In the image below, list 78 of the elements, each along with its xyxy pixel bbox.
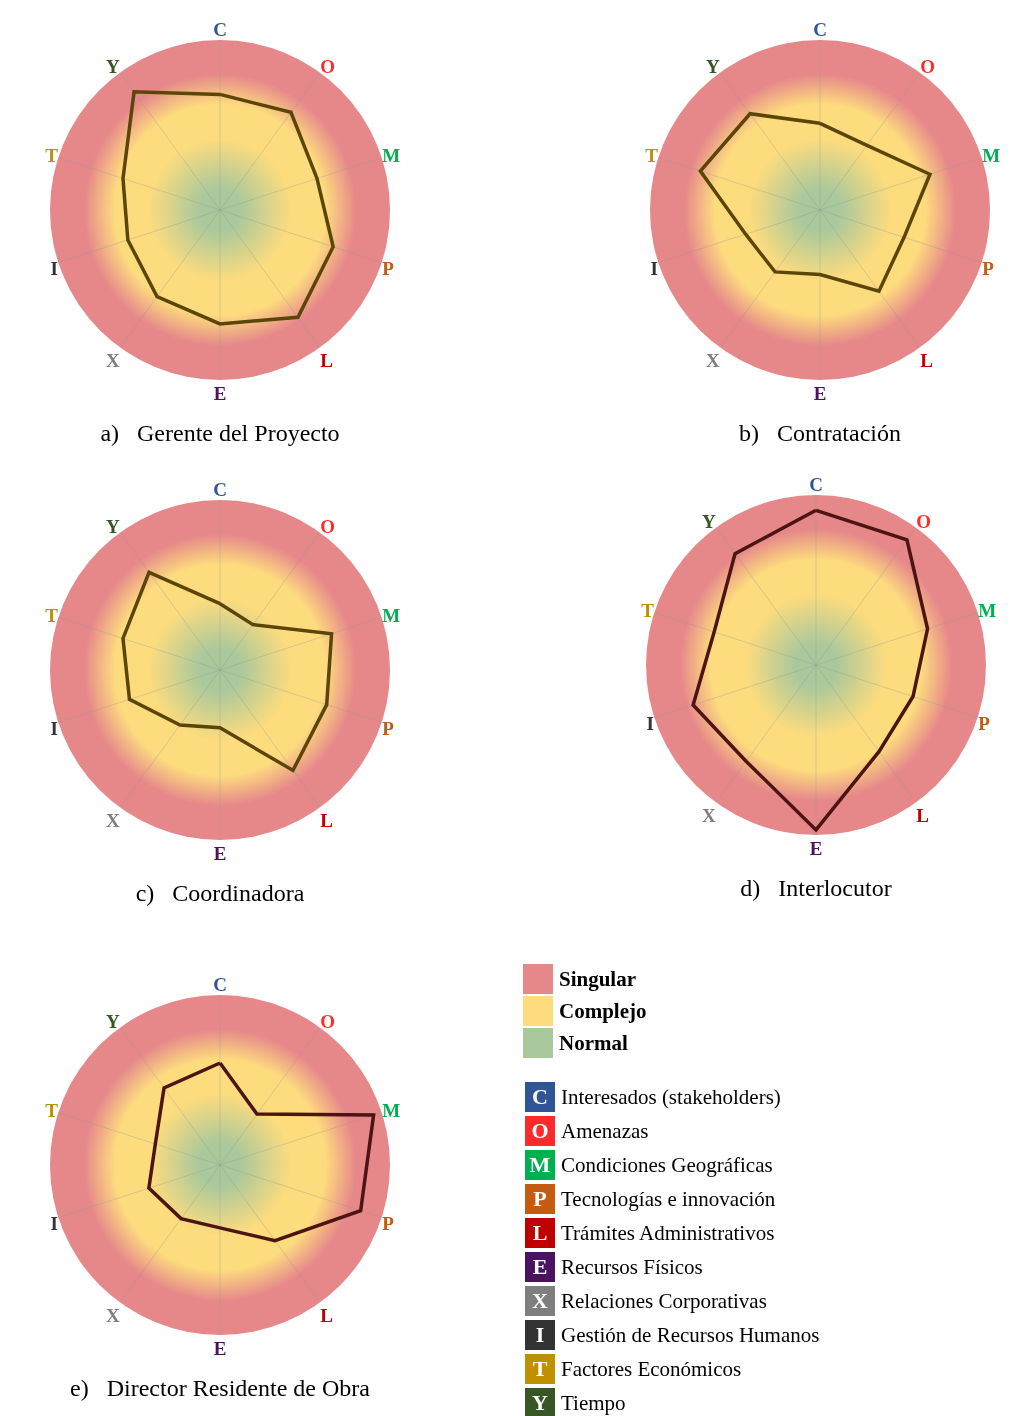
text: Amenazas	[561, 1118, 649, 1144]
spoke-label: E	[213, 1337, 227, 1359]
spoke-label: I	[50, 717, 58, 739]
text: Condiciones Geográficas	[561, 1152, 773, 1178]
category-label: X	[525, 1286, 555, 1316]
spoke-label: T	[45, 1100, 59, 1122]
spoke-label: Y	[106, 515, 121, 537]
spoke-label: T	[45, 605, 59, 627]
spoke-label: M	[382, 145, 401, 167]
category-label: Complejo	[559, 998, 647, 1024]
text: Trámites Administrativos	[561, 1220, 775, 1246]
category-label: O	[525, 1116, 555, 1146]
spoke-label: E	[813, 382, 827, 404]
text: c) Coordinadora	[135, 879, 305, 906]
spoke-label: L	[920, 350, 933, 372]
category-label: Y	[525, 1388, 555, 1416]
category-label: L	[525, 1218, 555, 1248]
spoke-label: X	[702, 805, 717, 827]
spoke-label: P	[978, 712, 991, 734]
spoke-label: O	[320, 515, 335, 537]
spoke-label: O	[920, 55, 935, 77]
spoke-label: E	[809, 837, 823, 859]
text: Tecnologías e innovación	[561, 1186, 776, 1212]
spoke-label: M	[978, 600, 997, 622]
text: Gestión de Recursos Humanos	[561, 1322, 820, 1348]
text: b) Contratación	[739, 419, 901, 446]
spoke-label: T	[641, 600, 655, 622]
spoke-label: O	[320, 55, 335, 77]
spoke-label: O	[916, 510, 931, 532]
category-label: P	[525, 1184, 555, 1214]
text: e) Director Residente de Obra	[70, 1374, 371, 1401]
spoke-label: X	[106, 350, 121, 372]
spoke-label: C	[213, 973, 227, 995]
spoke-label: X	[106, 810, 121, 832]
spoke-label: M	[382, 1100, 401, 1122]
spoke-label: Y	[106, 55, 121, 77]
spoke-label: X	[106, 1305, 121, 1327]
spoke-label: X	[706, 350, 721, 372]
category-label: T	[525, 1354, 555, 1384]
spoke-label: I	[650, 257, 658, 279]
category-label: C	[525, 1082, 555, 1112]
category-label: E	[525, 1252, 555, 1282]
spoke-label: Y	[106, 1010, 121, 1032]
spoke-label: L	[916, 805, 929, 827]
spoke-label: T	[45, 145, 59, 167]
text: Relaciones Corporativas	[561, 1288, 767, 1314]
spoke-label: E	[213, 382, 227, 404]
spoke-label: E	[213, 842, 227, 864]
spoke-label: O	[320, 1010, 335, 1032]
spoke-label: P	[982, 257, 995, 279]
spoke-label: L	[320, 810, 333, 832]
text: Interesados (stakeholders)	[561, 1084, 781, 1110]
text: d) Interlocutor	[740, 874, 892, 901]
text: a) Gerente del Proyecto	[100, 419, 340, 446]
spoke-label: Y	[706, 55, 721, 77]
spoke-label: C	[813, 18, 827, 40]
category-label: Normal	[559, 1030, 628, 1056]
spoke-label: P	[382, 257, 395, 279]
spoke-label: P	[382, 1212, 395, 1234]
category-label: M	[525, 1150, 555, 1180]
spoke-label: L	[320, 1305, 333, 1327]
text: Factores Económicos	[561, 1356, 742, 1382]
spoke-label: T	[645, 145, 659, 167]
spoke-label: I	[646, 712, 654, 734]
spoke-label: P	[382, 717, 395, 739]
spoke-label: I	[50, 1212, 58, 1234]
text: Tiempo	[561, 1390, 626, 1416]
spoke-label: I	[50, 257, 58, 279]
spoke-label: C	[213, 18, 227, 40]
spoke-label: C	[213, 478, 227, 500]
spoke-label: L	[320, 350, 333, 372]
category-label: I	[525, 1320, 555, 1350]
category-label: Singular	[559, 966, 637, 992]
text: Recursos Físicos	[561, 1254, 703, 1280]
spoke-label: C	[809, 473, 823, 495]
spoke-label: M	[382, 605, 401, 627]
spoke-label: Y	[702, 510, 717, 532]
spoke-label: M	[982, 145, 1001, 167]
